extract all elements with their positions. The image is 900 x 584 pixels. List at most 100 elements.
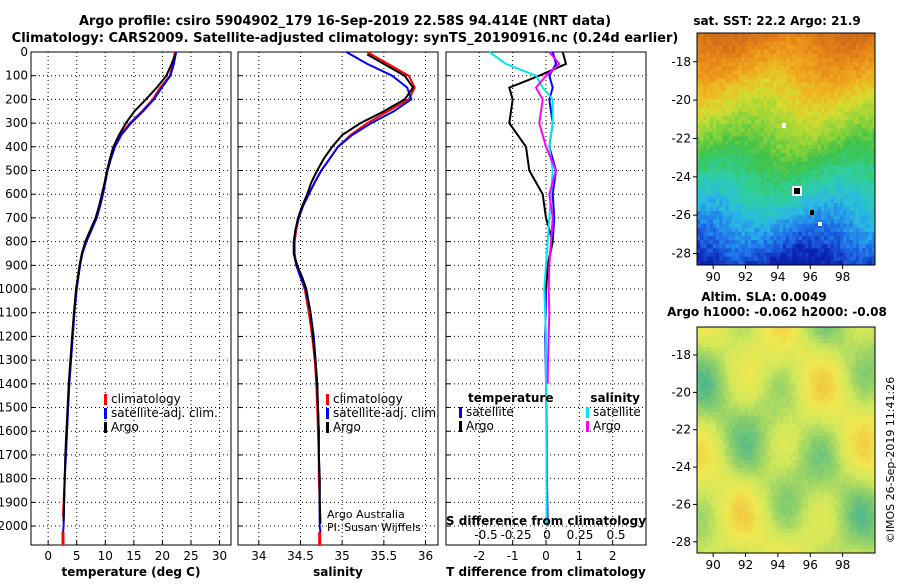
sst-cell [815,253,819,258]
sst-cell [850,161,854,166]
sla-cell [846,400,850,404]
sst-cell [748,190,752,195]
sst-cell [869,211,873,216]
sst-cell [818,132,822,137]
sla-cell [853,436,857,440]
sst-cell [716,95,720,100]
sst-cell [700,120,704,125]
sst-cell [729,45,733,50]
sst-cell [802,58,806,63]
sst-cell [792,91,796,96]
sla-cell [783,355,787,359]
sst-cell [799,50,803,55]
sla-cell [713,367,717,371]
sst-cell [748,87,752,92]
sla-cell [853,371,857,375]
sla-cell [767,416,771,420]
sla-cell [799,359,803,363]
sla-cell [802,355,806,359]
sst-cell [805,248,809,253]
sla-cell [719,351,723,355]
sst-cell [792,45,796,50]
sst-cell [700,41,704,46]
sst-cell [700,137,704,142]
sla-cell [751,331,755,335]
sst-cell [821,124,825,129]
sla-cell [719,339,723,343]
sla-cell [697,363,701,367]
sst-cell [789,120,793,125]
sla-cell [780,404,784,408]
sst-cell [780,170,784,175]
sst-cell [780,83,784,88]
sst-cell [783,99,787,104]
sst-cell [757,62,761,67]
sst-cell [713,116,717,121]
sst-cell [834,228,838,233]
sst-cell [802,224,806,229]
sst-cell [729,215,733,220]
sst-cell [862,141,866,146]
sst-cell [773,50,777,55]
sst-cell [745,215,749,220]
sst-cell [802,95,806,100]
sla-cell [764,367,768,371]
sst-cell [745,137,749,142]
sst-cell [799,170,803,175]
sst-cell [732,37,736,42]
sla-cell [821,347,825,351]
sst-cell [840,207,844,212]
sla-cell [738,327,742,331]
sst-cell [853,211,857,216]
sla-cell [792,343,796,347]
sla-cell [710,412,714,416]
sst-cell [770,62,774,67]
sla-cell [859,367,863,371]
sst-cell [735,186,739,191]
sst-cell [707,170,711,175]
sst-cell [780,195,784,200]
sla-cell [799,351,803,355]
sst-cell [811,145,815,150]
sla-cell [805,327,809,331]
sst-cell [745,166,749,171]
sla-cell [745,371,749,375]
sst-cell [850,62,854,67]
sst-cell [776,178,780,183]
sla-cell [859,363,863,367]
sla-cell [773,371,777,375]
sst-cell [821,195,825,200]
sst-cell [805,170,809,175]
sst-cell [792,174,796,179]
sst-cell [843,186,847,191]
sst-cell [754,161,758,166]
sst-cell [745,170,749,175]
sla-cell [792,379,796,383]
sla-cell [767,343,771,347]
sla-cell [776,351,780,355]
sla-cell [862,400,866,404]
sla-cell [707,355,711,359]
sst-cell [719,186,723,191]
sst-cell [764,128,768,133]
sst-cell [862,66,866,71]
sla-cell [713,327,717,331]
sla-cell [700,416,704,420]
sst-cell [843,224,847,229]
depth-tick-label: 1500 [0,401,28,415]
sst-cell [811,33,815,38]
sst-cell [834,224,838,229]
sst-cell [722,174,726,179]
sla-cell [865,408,869,412]
sst-cell [824,99,828,104]
sst-cell [862,95,866,100]
sst-cell [719,149,723,154]
sst-cell [805,149,809,154]
sst-cell [834,87,838,92]
sla-cell [773,379,777,383]
sst-cell [818,211,822,216]
sst-cell [700,186,704,191]
sst-cell [780,253,784,258]
sst-cell [703,174,707,179]
sla-cell [745,384,749,388]
